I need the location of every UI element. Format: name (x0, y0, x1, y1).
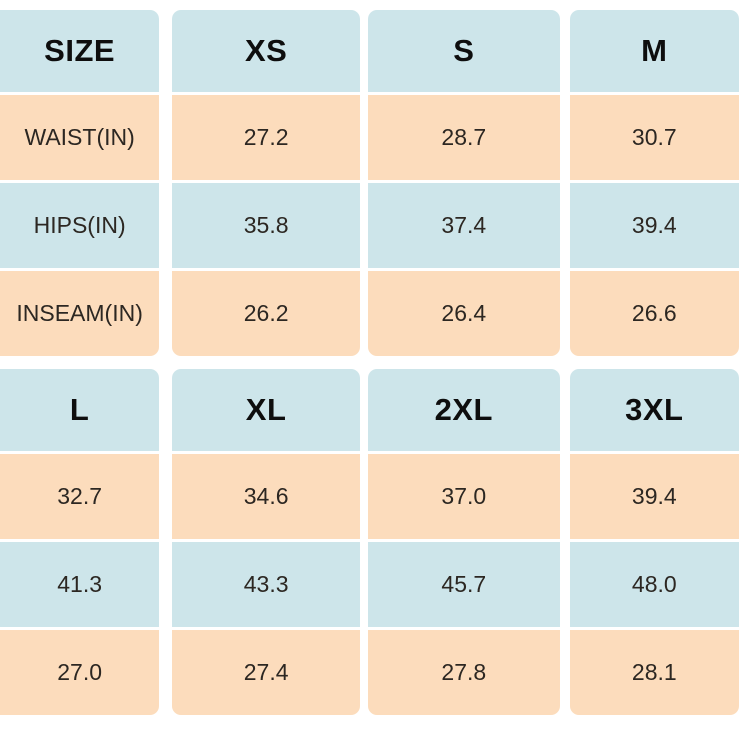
size-column-xl: XL 34.6 43.3 27.4 (172, 369, 360, 715)
column-header-xl: XL (172, 369, 360, 451)
column-header-l: L (0, 369, 160, 451)
cell-s-waist: 28.7 (368, 95, 560, 180)
cell-xl-hips: 43.3 (172, 542, 360, 627)
row-label-hips: HIPS(IN) (0, 183, 160, 268)
cell-s-inseam: 26.4 (368, 271, 560, 356)
size-column-xs: XS 27.2 35.8 26.2 (172, 10, 360, 356)
column-header-size: SIZE (0, 10, 160, 92)
cell-m-hips: 39.4 (569, 183, 739, 268)
size-column-l: L 32.7 41.3 27.0 (0, 369, 160, 715)
size-table-bottom: L 32.7 41.3 27.0 XL 34.6 43.3 27.4 2XL 3… (0, 369, 739, 715)
column-header-2xl: 2XL (368, 369, 560, 451)
row-label-waist: WAIST(IN) (0, 95, 160, 180)
cell-3xl-inseam: 28.1 (569, 630, 739, 715)
cell-3xl-waist: 39.4 (569, 454, 739, 539)
row-label-inseam: INSEAM(IN) (0, 271, 160, 356)
cell-xl-waist: 34.6 (172, 454, 360, 539)
cell-l-inseam: 27.0 (0, 630, 160, 715)
cell-2xl-inseam: 27.8 (368, 630, 560, 715)
column-header-3xl: 3XL (569, 369, 739, 451)
size-table-label-column: SIZE WAIST(IN) HIPS(IN) INSEAM(IN) (0, 10, 160, 356)
column-header-xs: XS (172, 10, 360, 92)
cell-m-inseam: 26.6 (569, 271, 739, 356)
size-column-m: M 30.7 39.4 26.6 (569, 10, 739, 356)
cell-xl-inseam: 27.4 (172, 630, 360, 715)
cell-2xl-waist: 37.0 (368, 454, 560, 539)
size-column-2xl: 2XL 37.0 45.7 27.8 (368, 369, 560, 715)
cell-xs-waist: 27.2 (172, 95, 360, 180)
column-header-s: S (368, 10, 560, 92)
cell-2xl-hips: 45.7 (368, 542, 560, 627)
cell-m-waist: 30.7 (569, 95, 739, 180)
column-header-m: M (569, 10, 739, 92)
cell-s-hips: 37.4 (368, 183, 560, 268)
size-table-top: SIZE WAIST(IN) HIPS(IN) INSEAM(IN) XS 27… (0, 10, 739, 356)
size-column-s: S 28.7 37.4 26.4 (368, 10, 560, 356)
cell-xs-inseam: 26.2 (172, 271, 360, 356)
cell-l-hips: 41.3 (0, 542, 160, 627)
size-column-3xl: 3XL 39.4 48.0 28.1 (569, 369, 739, 715)
cell-3xl-hips: 48.0 (569, 542, 739, 627)
cell-xs-hips: 35.8 (172, 183, 360, 268)
cell-l-waist: 32.7 (0, 454, 160, 539)
